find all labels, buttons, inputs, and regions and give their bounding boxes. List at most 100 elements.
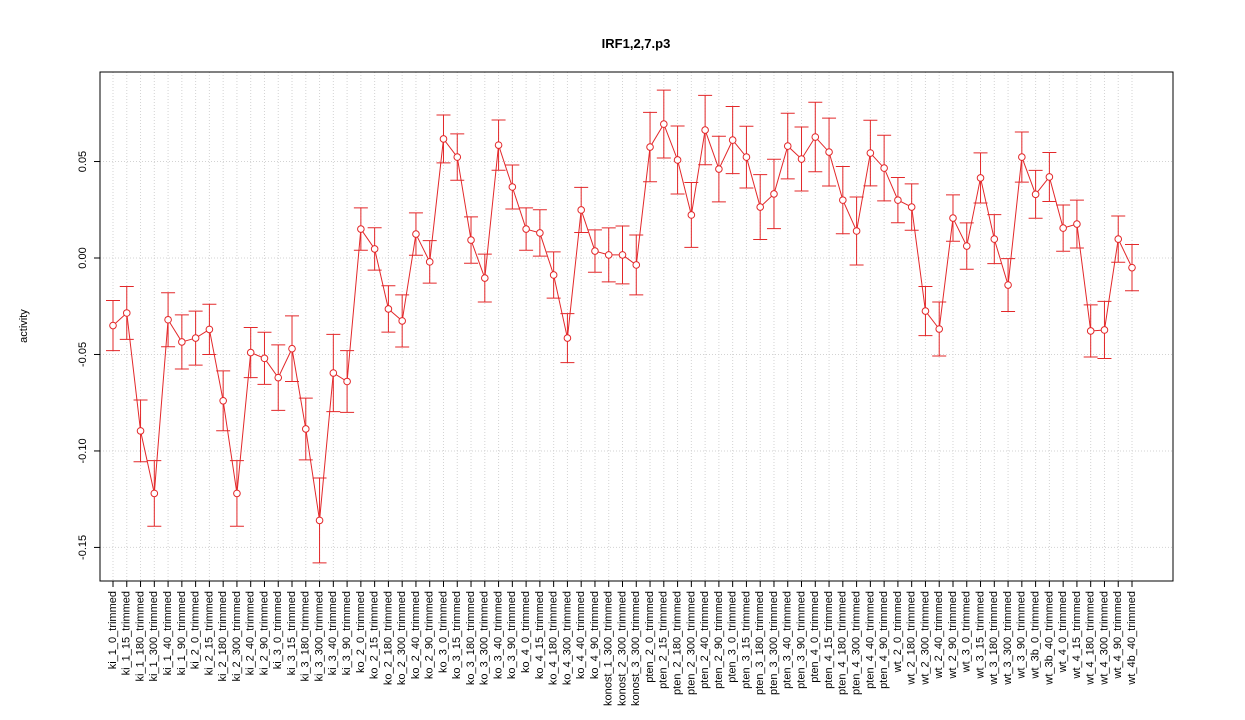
- data-point: [1018, 153, 1026, 161]
- x-tick-label: ko_3_0_trimmed: [437, 591, 449, 673]
- x-tick-label: ko_3_180_trimmed: [465, 591, 477, 685]
- data-point: [219, 396, 227, 405]
- data-point: [990, 235, 999, 243]
- x-tick-label: konost_3_300_trimmed: [630, 591, 642, 706]
- y-tick-label: -0.10: [77, 438, 89, 463]
- x-tick-label: pten_3_90_trimmed: [795, 591, 807, 689]
- data-point: [783, 142, 792, 150]
- data-point: [770, 190, 778, 198]
- data-point: [1045, 173, 1054, 181]
- data-point: [660, 120, 668, 128]
- x-tick-label: pten_4_0_trimmed: [809, 591, 821, 683]
- x-tick-label: pten_2_15_trimmed: [658, 591, 670, 689]
- data-point: [109, 321, 117, 330]
- data-point: [260, 354, 269, 363]
- x-tick-label: pten_2_40_trimmed: [699, 591, 711, 689]
- data-point: [1086, 327, 1095, 335]
- data-point: [646, 143, 654, 151]
- x-tick-label: ko_4_15_trimmed: [534, 591, 546, 679]
- data-point: [894, 196, 902, 204]
- x-tick-label: ko_4_180_trimmed: [548, 591, 560, 685]
- y-axis-label: activity: [18, 309, 30, 343]
- data-point: [839, 196, 847, 204]
- data-point: [178, 338, 186, 346]
- y-tick-label: -0.15: [77, 535, 89, 560]
- x-tick-label: ko_4_300_trimmed: [561, 591, 573, 685]
- data-point: [480, 274, 489, 282]
- data-point: [962, 242, 971, 250]
- y-tick-label: 0.00: [77, 247, 89, 268]
- data-point: [577, 206, 585, 214]
- chart-title: IRF1,2,7.p3: [602, 36, 671, 51]
- data-point: [618, 251, 627, 259]
- x-tick-label: wt_3_0_trimmed: [961, 591, 973, 673]
- data-point: [591, 247, 599, 255]
- data-point: [343, 377, 351, 386]
- x-tick-label: wt_3_90_trimmed: [1016, 591, 1028, 679]
- data-point: [1031, 190, 1040, 199]
- data-point: [357, 225, 365, 233]
- data-point: [935, 325, 944, 333]
- x-tick-label: ki_1_15_trimmed: [121, 591, 133, 675]
- data-point: [1073, 220, 1081, 228]
- x-tick-label: pten_4_180_trimmed: [837, 591, 849, 695]
- x-tick-label: ki_2_180_trimmed: [217, 591, 229, 682]
- data-point: [742, 153, 751, 161]
- x-tick-label: ki_1_180_trimmed: [134, 591, 146, 682]
- y-tick-label: -0.05: [77, 342, 89, 367]
- x-tick-label: pten_4_90_trimmed: [878, 591, 890, 689]
- data-point: [976, 174, 985, 182]
- x-tick-label: ko_4_40_trimmed: [575, 591, 587, 679]
- x-tick-label: ki_1_90_trimmed: [176, 591, 188, 675]
- x-tick-label: ko_3_300_trimmed: [479, 591, 491, 685]
- data-point: [797, 155, 806, 163]
- data-point: [205, 325, 214, 334]
- data-point: [384, 305, 393, 313]
- x-tick-label: ko_3_15_trimmed: [451, 591, 463, 679]
- x-tick-label: ko_2_15_trimmed: [369, 591, 381, 679]
- data-point: [715, 165, 723, 173]
- data-point: [1114, 235, 1123, 243]
- x-tick-label: wt_4_90_trimmed: [1112, 591, 1124, 679]
- x-tick-label: pten_3_300_trimmed: [768, 591, 780, 695]
- x-tick-label: ko_2_90_trimmed: [424, 591, 436, 679]
- data-point: [329, 369, 338, 377]
- x-tick-label: wt_2_40_trimmed: [933, 591, 945, 679]
- data-point: [191, 334, 200, 342]
- x-tick-label: ki_3_300_trimmed: [313, 591, 325, 682]
- data-point: [122, 309, 131, 317]
- x-tick-label: ki_1_300_trimmed: [148, 591, 160, 682]
- x-tick-label: pten_3_180_trimmed: [754, 591, 766, 695]
- x-tick-label: ki_3_90_trimmed: [341, 591, 353, 675]
- x-tick-label: ki_2_0_trimmed: [190, 591, 202, 669]
- data-point: [880, 164, 888, 172]
- data-point: [522, 225, 530, 233]
- data-point: [673, 156, 682, 164]
- data-point: [301, 425, 310, 433]
- x-tick-label: wt_3_300_trimmed: [1002, 591, 1014, 686]
- data-point: [728, 136, 737, 144]
- x-tick-label: pten_4_40_trimmed: [864, 591, 876, 689]
- data-point: [425, 258, 434, 266]
- data-point: [1100, 326, 1109, 334]
- data-point: [136, 427, 145, 435]
- data-point: [508, 183, 517, 191]
- x-tick-label: wt_4_0_trimmed: [1057, 591, 1069, 673]
- x-tick-label: ko_3_90_trimmed: [506, 591, 518, 679]
- x-tick-label: ki_1_0_trimmed: [107, 591, 119, 669]
- x-tick-label: konost_1_300_trimmed: [603, 591, 615, 706]
- x-tick-label: wt_2_90_trimmed: [947, 591, 959, 679]
- data-point: [315, 516, 324, 525]
- x-tick-label: wt_3_15_trimmed: [974, 591, 986, 679]
- x-tick-label: wt_2_300_trimmed: [919, 591, 931, 686]
- data-point: [150, 489, 159, 498]
- data-point: [1059, 224, 1067, 232]
- data-point: [288, 344, 296, 353]
- x-tick-label: ko_3_40_trimmed: [492, 591, 504, 679]
- data-point: [563, 334, 572, 342]
- x-tick-label: wt_2_0_trimmed: [892, 591, 904, 673]
- x-tick-label: ko_2_0_trimmed: [355, 591, 367, 673]
- y-tick-label: 0.05: [77, 151, 89, 172]
- x-tick-label: wt_3_180_trimmed: [988, 591, 1000, 686]
